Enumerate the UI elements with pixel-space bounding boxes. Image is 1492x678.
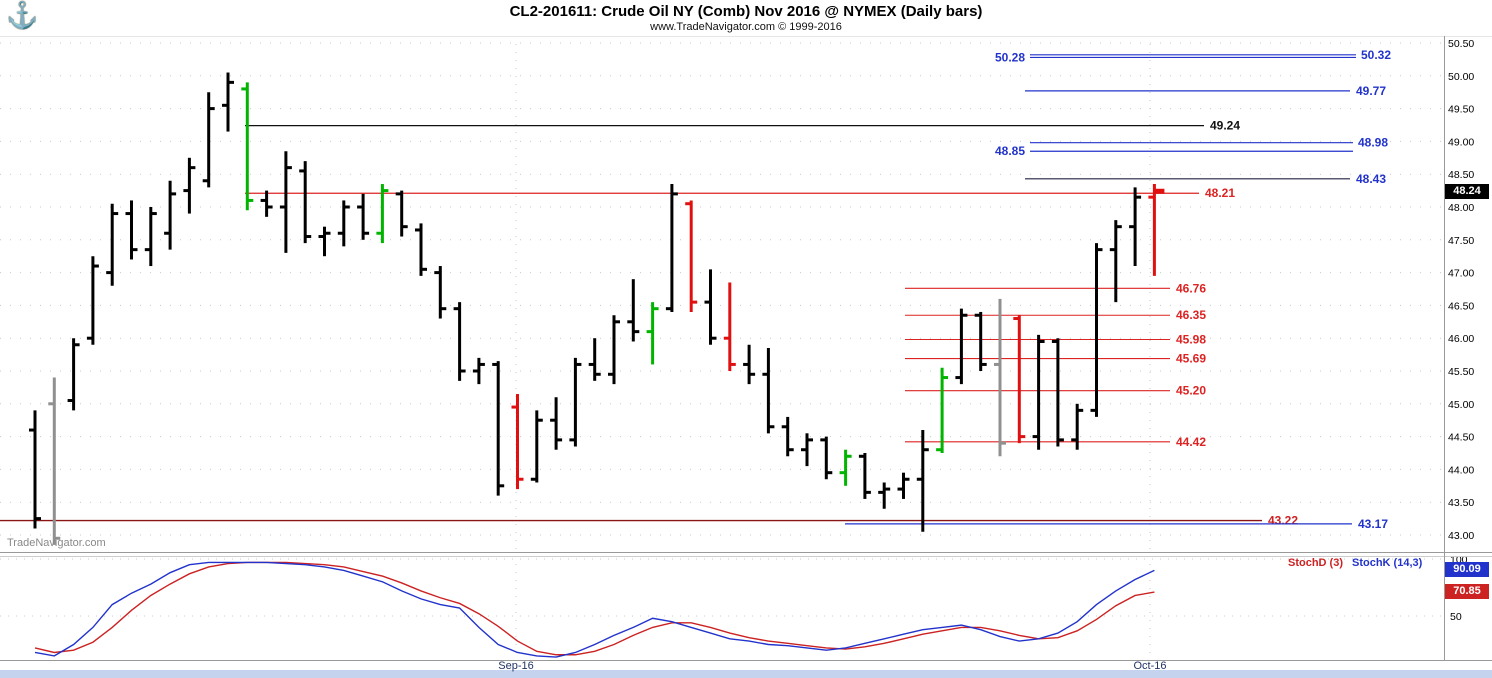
stochd-legend-label[interactable]: StochD (3): [1288, 557, 1343, 569]
y-axis-tick-label: 45.00: [1448, 399, 1474, 411]
price-level-label: 45.98: [1176, 333, 1206, 347]
x-axis-label: Oct-16: [1133, 660, 1167, 672]
price-level-label: 43.17: [1358, 517, 1388, 531]
stochk-legend-label[interactable]: StochK (14,3): [1352, 557, 1423, 569]
y-axis-tick-label: 47.50: [1448, 235, 1474, 247]
price-level-label: 46.76: [1176, 281, 1206, 295]
y-axis-tick-label: 48.00: [1448, 202, 1474, 214]
price-level-label: 48.43: [1356, 172, 1386, 186]
price-level-label: 48.21: [1205, 186, 1235, 200]
y-axis-tick-label: 48.50: [1448, 169, 1474, 181]
x-axis-label: Sep-16: [498, 660, 534, 672]
price-level-label: 45.69: [1176, 352, 1206, 366]
gridlines: [0, 36, 1444, 660]
stochk-value-badge: 90.09: [1445, 562, 1489, 577]
y-axis-tick-label: 45.50: [1448, 366, 1474, 378]
price-level-label: 43.22: [1268, 514, 1298, 528]
price-axis: 50.50 50.00 49.50 49.00 48.50 48.00 47.50 47.00…: [1448, 38, 1474, 623]
stoch-scale-label: 50: [1450, 611, 1462, 623]
price-level-label: 50.32: [1361, 48, 1391, 62]
tradenavigator-logo-icon: ⚓: [6, 0, 39, 30]
y-axis-tick-label: 46.00: [1448, 333, 1474, 345]
chart-subtitle: www.TradeNavigator.com © 1999-2016: [650, 21, 842, 33]
price-level-label: 50.28: [995, 50, 1025, 64]
stochd-line: [34, 561, 1155, 656]
y-axis-tick-label: 50.50: [1448, 38, 1474, 50]
last-price-badge: 48.24: [1445, 184, 1489, 199]
price-level-label: 44.42: [1176, 435, 1206, 449]
y-axis-tick-label: 43.00: [1448, 530, 1474, 542]
y-axis-tick-label: 49.00: [1448, 136, 1474, 148]
y-axis-tick-label: 46.50: [1448, 300, 1474, 312]
y-axis-tick-label: 44.50: [1448, 432, 1474, 444]
price-level-label: 45.20: [1176, 384, 1206, 398]
stoch-series: [34, 561, 1155, 658]
price-level-label: 49.24: [1210, 119, 1240, 133]
y-axis-tick-label: 44.00: [1448, 464, 1474, 476]
price-level-label: 49.77: [1356, 84, 1386, 98]
stochd-value-badge: 70.85: [1445, 584, 1489, 599]
y-axis-tick-label: 49.50: [1448, 104, 1474, 116]
price-level-label: 46.35: [1176, 308, 1206, 322]
price-level-label: 48.85: [995, 144, 1025, 158]
watermark: TradeNavigator.com: [7, 537, 106, 549]
bottom-scrollbar[interactable]: [0, 670, 1492, 678]
price-level-label: 48.98: [1358, 136, 1388, 150]
ohlc-bars: [29, 72, 1165, 545]
stochk-line: [34, 561, 1155, 658]
y-axis-tick-label: 50.00: [1448, 71, 1474, 83]
y-axis-tick-label: 43.50: [1448, 497, 1474, 509]
y-axis-tick-label: 47.00: [1448, 268, 1474, 280]
chart-title: CL2-201611: Crude Oil NY (Comb) Nov 2016…: [509, 3, 983, 20]
